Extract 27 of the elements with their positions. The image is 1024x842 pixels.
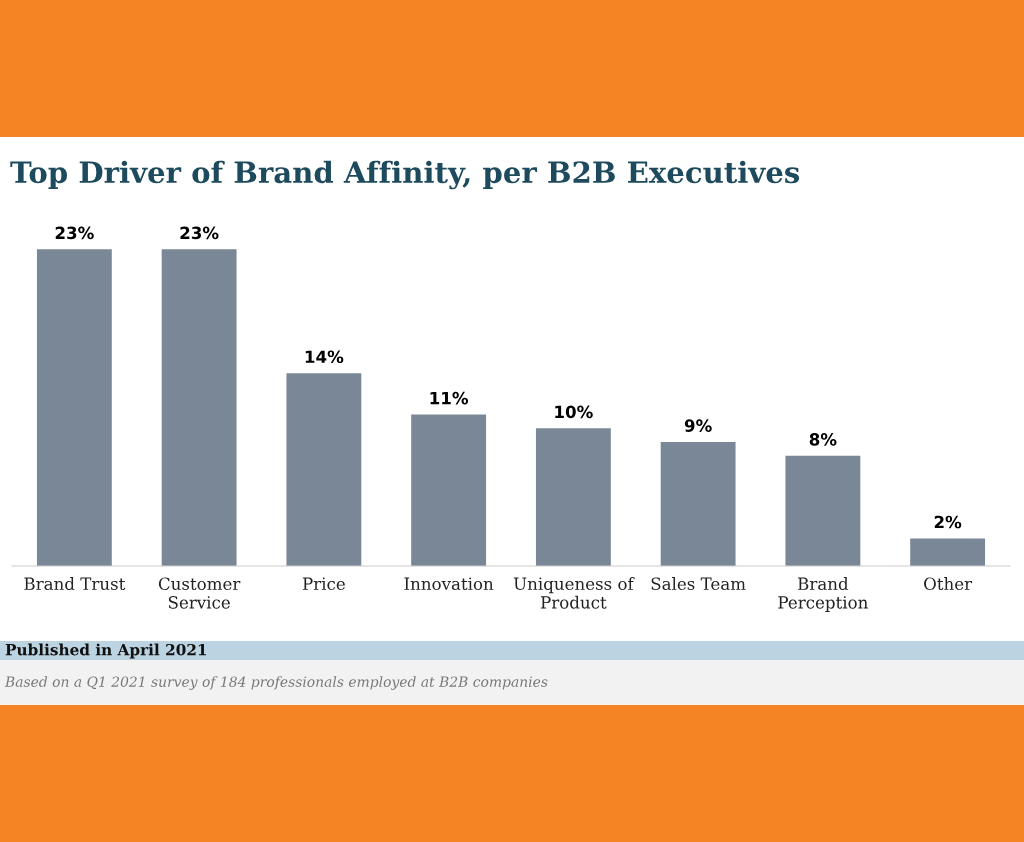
data-label: 8% <box>809 433 837 446</box>
data-label: 11% <box>430 391 469 405</box>
x-tick-label: Customer Service <box>158 577 241 609</box>
data-label: 14% <box>305 350 344 364</box>
data-label: 2% <box>934 515 962 529</box>
bar <box>785 455 861 566</box>
x-tick-label: Brand Trust <box>24 577 126 591</box>
x-tick-label: Sales Team <box>651 577 746 591</box>
data-label: 10% <box>555 405 593 419</box>
bar <box>161 249 237 566</box>
bar <box>660 442 736 566</box>
x-tick-label: Innovation <box>404 577 494 591</box>
x-tick-label: Brand Perception <box>778 577 868 612</box>
data-label: 23% <box>180 226 219 240</box>
bar <box>910 538 986 566</box>
bar <box>411 414 487 566</box>
data-label: 23% <box>55 226 94 240</box>
chart-title: Top Driver of Brand Affinity, per B2B Executives <box>10 160 800 190</box>
x-tick-label: Price <box>302 577 345 591</box>
bar <box>286 373 362 566</box>
bar <box>535 428 611 566</box>
bar <box>36 249 112 566</box>
x-tick-label: Other <box>924 577 973 591</box>
data-label: 9% <box>684 419 712 432</box>
text: Published in April 2021 <box>5 643 207 659</box>
text: Based on a Q1 2021 survey of 184 professionals employed at B2B companies <box>4 676 548 690</box>
x-tick-label: Uniqueness of Product <box>513 577 635 609</box>
